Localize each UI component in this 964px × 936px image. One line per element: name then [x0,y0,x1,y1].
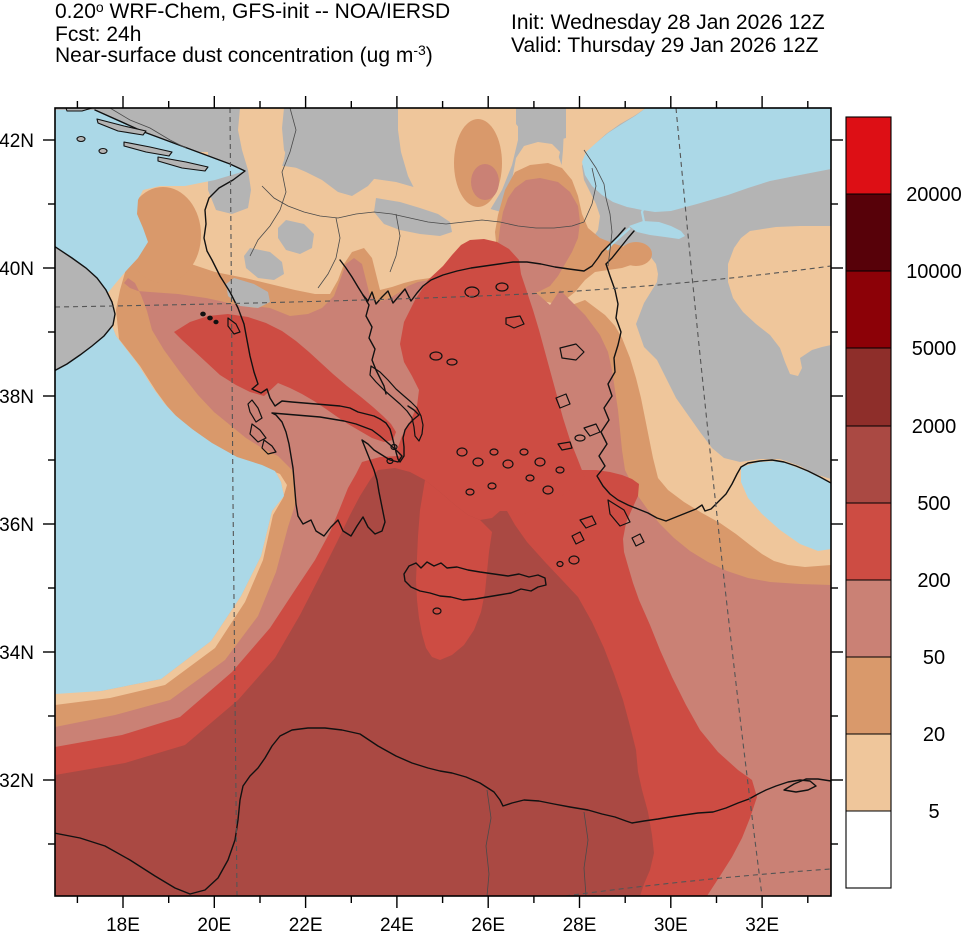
svg-text:500: 500 [917,493,950,515]
svg-text:20000: 20000 [906,184,962,206]
svg-text:32E: 32E [745,915,779,936]
svg-text:5: 5 [928,801,939,823]
svg-text:24E: 24E [380,915,414,936]
svg-text:Valid: Thursday 29 Jan 2026 1: Valid: Thursday 29 Jan 2026 12Z [511,34,819,57]
svg-text:10000: 10000 [906,261,962,283]
svg-text:18E: 18E [106,915,140,936]
svg-text:50: 50 [923,647,945,669]
svg-text:26E: 26E [471,915,505,936]
svg-text:Init: Wednesday 28 Jan 2026 1: Init: Wednesday 28 Jan 2026 12Z [511,11,825,34]
svg-text:36N: 36N [0,515,34,536]
svg-text:200: 200 [917,570,950,592]
svg-text:38N: 38N [0,387,34,408]
svg-text:40N: 40N [0,259,34,280]
svg-text:34N: 34N [0,643,34,664]
svg-text:Fcst: 24h: Fcst: 24h [55,23,141,46]
svg-text:20: 20 [923,724,945,746]
svg-text:42N: 42N [0,131,34,152]
svg-text:2000: 2000 [912,416,957,438]
svg-text:Near-surface dust concentratio: Near-surface dust concentration (ug m-3) [55,42,433,67]
svg-text:5000: 5000 [912,338,957,360]
svg-text:28E: 28E [563,915,597,936]
svg-text:32N: 32N [0,771,34,792]
svg-text:30E: 30E [654,915,688,936]
svg-text:22E: 22E [289,915,323,936]
svg-text:0.20o WRF-Chem, GFS-init -- NO: 0.20o WRF-Chem, GFS-init -- NOA/IERSD [55,0,450,23]
svg-text:20E: 20E [197,915,231,936]
